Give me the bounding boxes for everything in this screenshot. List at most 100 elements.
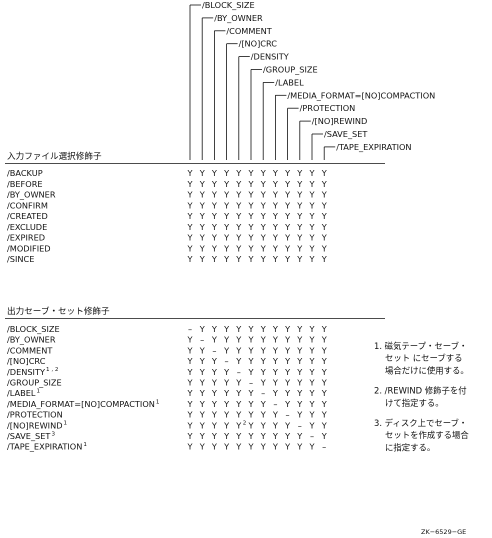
cell-value: Y — [260, 222, 267, 232]
cell-value: Y — [235, 420, 242, 430]
cell-value: Y — [284, 420, 291, 430]
cell-value: Y — [308, 367, 315, 377]
cell-value: Y — [308, 420, 315, 430]
cell-value: Y — [321, 179, 328, 189]
cell-value: – — [322, 442, 326, 452]
cell-value: Y — [223, 431, 230, 441]
row-label: /BACKUP — [7, 168, 43, 178]
cell-value: Y — [308, 324, 315, 334]
cell-value: Y — [260, 211, 267, 221]
row-label: /BEFORE — [7, 179, 43, 189]
footnote-line: 3. ディスク上でセーブ・ — [374, 418, 467, 428]
cell-value: Y — [296, 211, 303, 221]
cell-value: Y — [223, 378, 230, 388]
cell-value: Y — [186, 211, 193, 221]
cell-value: Y — [235, 335, 242, 345]
cell-value: Y — [186, 410, 193, 420]
footnote-line: けて指定する。 — [385, 398, 444, 408]
column-label: /LABEL — [275, 77, 304, 87]
cell-value: Y — [247, 243, 254, 253]
row-label: /CONFIRM — [7, 200, 48, 210]
column-label: /COMMENT — [226, 26, 272, 36]
cell-value: Y — [235, 356, 242, 366]
cell-value: Y — [235, 254, 242, 264]
cell-value: Y — [199, 399, 206, 409]
cell-value: Y — [211, 190, 218, 200]
cell-value: Y — [247, 431, 254, 441]
cell-value: Y — [260, 190, 267, 200]
cell-value: Y — [186, 378, 193, 388]
cell-value: Y — [186, 254, 193, 264]
footnote-line: セット にセーブする — [385, 353, 463, 363]
cell-value: Y — [186, 233, 193, 243]
cell-value: Y — [247, 324, 254, 334]
cell-value: Y — [247, 345, 254, 355]
cell-value: Y — [272, 431, 279, 441]
cell-value: Y — [247, 335, 254, 345]
footnote-line: 1. 磁気テープ・セーブ・ — [374, 341, 467, 351]
row-footnote-mark: 1 — [83, 442, 87, 448]
cell-value: Y — [223, 190, 230, 200]
column-label: /BY_OWNER — [214, 13, 263, 23]
cell-value: Y — [199, 378, 206, 388]
cell-value: Y — [223, 324, 230, 334]
cell-value: Y — [186, 388, 193, 398]
cell-value: Y — [296, 367, 303, 377]
cell-value: Y — [235, 211, 242, 221]
footnote-line: に指定する。 — [385, 442, 435, 452]
cell-value: Y — [284, 388, 291, 398]
cell-value: Y — [199, 367, 206, 377]
cell-value: Y — [284, 335, 291, 345]
cell-value: Y — [247, 233, 254, 243]
cell-value: – — [249, 378, 253, 388]
cell-value: Y — [296, 222, 303, 232]
cell-value: Y — [296, 179, 303, 189]
cell-value: Y — [308, 410, 315, 420]
cell-value: Y — [247, 420, 254, 430]
cell-value: Y — [223, 243, 230, 253]
cell-value: Y — [199, 324, 206, 334]
cell-value: Y — [247, 190, 254, 200]
cell-value: Y — [211, 243, 218, 253]
cell-value: Y — [260, 420, 267, 430]
cell-value: Y — [272, 222, 279, 232]
cell-value: Y — [199, 431, 206, 441]
cell-value: Y — [211, 233, 218, 243]
cell-value: Y — [296, 168, 303, 178]
cell-value: Y — [247, 211, 254, 221]
section-title: 出力セーブ・セット修飾子 — [7, 305, 110, 317]
cell-footnote-mark: 2 — [243, 420, 247, 426]
cell-value: Y — [260, 442, 267, 452]
cell-value: Y — [321, 378, 328, 388]
row-footnote-mark: 1 , 2 — [46, 367, 58, 373]
cell-value: Y — [260, 378, 267, 388]
cell-value: Y — [272, 410, 279, 420]
cell-value: Y — [211, 442, 218, 452]
cell-value: Y — [186, 179, 193, 189]
cell-value: Y — [272, 388, 279, 398]
cell-value: Y — [260, 410, 267, 420]
cell-value: Y — [272, 442, 279, 452]
cell-value: Y — [272, 335, 279, 345]
cell-value: Y — [296, 200, 303, 210]
column-header-lines: /BLOCK_SIZE/BY_OWNER/COMMENT /[NO]CRC/DEN… — [189, 0, 435, 160]
cell-value: Y — [284, 190, 291, 200]
cell-value: Y — [321, 335, 328, 345]
cell-value: Y — [211, 200, 218, 210]
cell-value: Y — [186, 399, 193, 409]
cell-value: Y — [211, 356, 218, 366]
cell-value: Y — [296, 190, 303, 200]
cell-value: Y — [308, 388, 315, 398]
cell-value: Y — [186, 335, 193, 345]
cell-value: Y — [260, 335, 267, 345]
cell-value: – — [286, 410, 290, 420]
row-label: /TAPE_EXPIRATION — [7, 442, 82, 452]
cell-value: Y — [296, 431, 303, 441]
cell-value: Y — [247, 168, 254, 178]
cell-value: Y — [186, 345, 193, 355]
row-label: /BY_OWNER — [7, 335, 56, 345]
cell-value: Y — [308, 211, 315, 221]
cell-value: Y — [260, 243, 267, 253]
cell-value: Y — [321, 399, 328, 409]
cell-value: Y — [235, 179, 242, 189]
